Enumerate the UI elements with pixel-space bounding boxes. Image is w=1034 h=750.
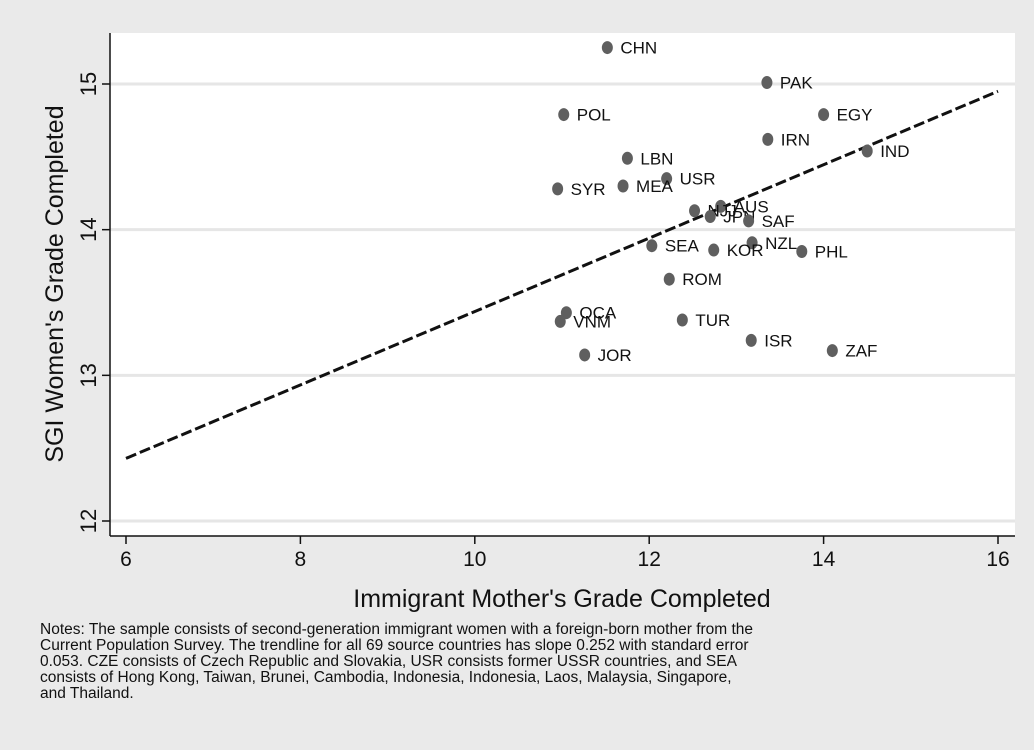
point-label-tur: TUR <box>695 311 730 330</box>
x-tick-label: 14 <box>812 548 836 571</box>
data-point-aus <box>715 199 727 213</box>
point-label-pol: POL <box>577 106 611 125</box>
y-axis-title: SGI Women's Grade Completed <box>41 105 69 462</box>
point-label-isr: ISR <box>764 331 792 350</box>
x-tick-label: 12 <box>638 548 661 571</box>
point-label-zaf: ZAF <box>845 342 877 361</box>
data-point-oca <box>560 306 572 320</box>
point-label-kor: KOR <box>727 241 764 260</box>
data-point-pol <box>558 108 570 122</box>
data-point-irn <box>762 132 774 146</box>
point-label-mea: MEA <box>636 177 674 196</box>
x-tick-label: 6 <box>120 548 132 571</box>
x-axis-title: Immigrant Mother's Grade Completed <box>353 585 770 613</box>
point-label-vnm: VNM <box>573 312 611 331</box>
point-label-aus: AUS <box>734 197 769 216</box>
point-label-phl: PHL <box>815 243 848 262</box>
point-label-ind: IND <box>880 142 909 161</box>
data-point-isr <box>745 333 757 347</box>
point-label-irn: IRN <box>781 130 810 149</box>
y-tick-label: 14 <box>76 217 101 241</box>
x-tick-label: 8 <box>295 548 307 571</box>
x-tick-label: 16 <box>986 548 1009 571</box>
data-point-jpn <box>704 210 716 224</box>
data-point-chn <box>601 41 613 55</box>
notes-line: Notes: The sample consists of second-gen… <box>40 621 754 638</box>
axes: 12 13 14 15 6 8 10 12 14 16 <box>76 33 1015 571</box>
notes-line: consists of Hong Kong, Taiwan, Brunei, C… <box>40 669 732 686</box>
notes-line: and Thailand. <box>40 685 134 702</box>
point-label-saf: SAF <box>762 212 795 231</box>
data-point-usr <box>661 172 673 186</box>
data-point-sea <box>646 239 658 253</box>
point-label-rom: ROM <box>682 270 722 289</box>
x-tick-label: 10 <box>463 548 486 571</box>
data-point-jor <box>579 348 591 362</box>
data-point-kor <box>708 243 720 257</box>
notes-line: 0.053. CZE consists of Czech Republic an… <box>40 653 737 670</box>
data-point-phl <box>796 245 808 259</box>
y-tick-label: 12 <box>76 509 101 533</box>
data-point-zaf <box>826 344 838 358</box>
notes-line: Current Population Survey. The trendline… <box>40 637 749 654</box>
data-point-pak <box>761 76 773 90</box>
y-tick-label: 13 <box>76 363 101 387</box>
point-label-syr: SYR <box>571 180 606 199</box>
data-point-njj <box>689 204 701 218</box>
y-tick-label: 15 <box>76 72 101 96</box>
point-label-nzl: NZL <box>765 234 797 253</box>
data-point-nzl <box>746 236 758 250</box>
data-point-mea <box>617 179 629 193</box>
data-point-egy <box>818 108 830 122</box>
point-label-jor: JOR <box>598 346 632 365</box>
point-label-chn: CHN <box>620 39 657 58</box>
point-label-oca: OCA <box>579 304 617 323</box>
data-point-lbn <box>621 151 633 165</box>
data-point-vnm <box>554 314 566 328</box>
notes: Notes: The sample consists of second-gen… <box>40 622 1020 702</box>
point-label-egy: EGY <box>837 106 873 125</box>
trendline-group <box>125 89 999 460</box>
point-label-usr: USR <box>680 170 716 189</box>
point-label-sea: SEA <box>665 237 700 256</box>
gridlines <box>110 82 1015 523</box>
data-point-ind <box>861 144 873 158</box>
data-point-syr <box>552 182 564 196</box>
data-point-tur <box>676 313 688 327</box>
point-label-lbn: LBN <box>640 149 673 168</box>
data-point-saf <box>743 214 755 228</box>
point-label-pak: PAK <box>780 74 813 93</box>
data-point-rom <box>663 272 675 286</box>
trendline <box>125 89 999 460</box>
